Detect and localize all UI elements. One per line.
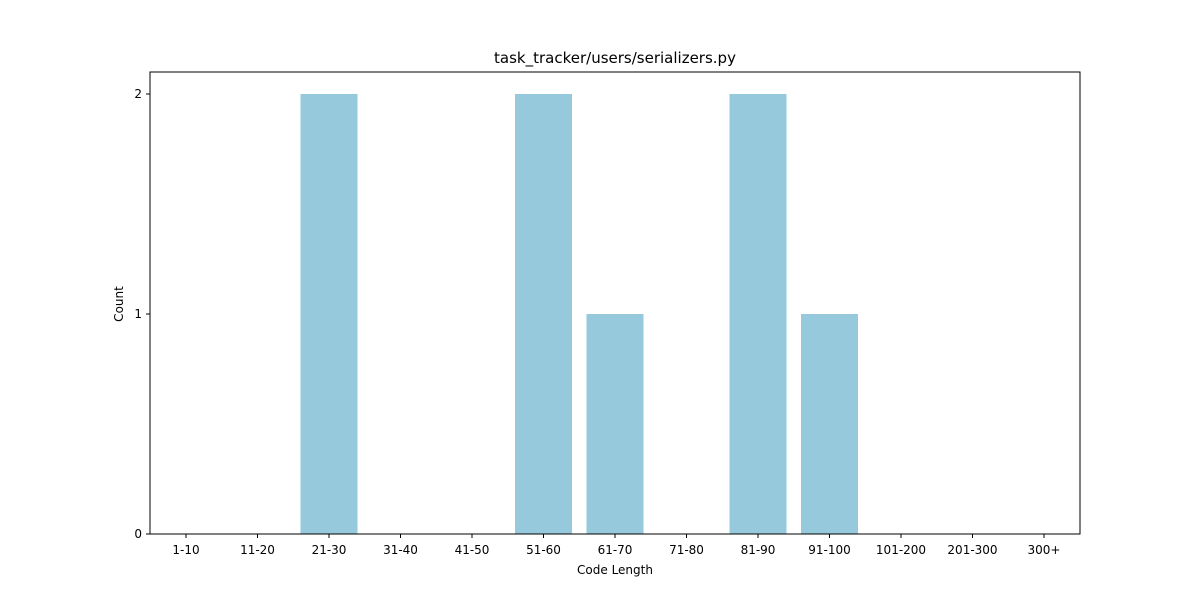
x-tick-label: 31-40 <box>383 543 418 557</box>
x-tick-label: 81-90 <box>741 543 776 557</box>
x-tick-label: 91-100 <box>808 543 851 557</box>
x-tick-label: 101-200 <box>876 543 926 557</box>
x-tick-label: 1-10 <box>172 543 199 557</box>
bar-21-30 <box>300 94 358 534</box>
bars-group <box>300 94 858 534</box>
bar-91-100 <box>801 314 858 534</box>
y-axis-label: Count <box>112 286 126 322</box>
x-tick-label: 11-20 <box>240 543 275 557</box>
y-tick-label: 1 <box>134 307 142 321</box>
x-tick-label: 21-30 <box>312 543 347 557</box>
x-tick-label: 51-60 <box>526 543 561 557</box>
bar-81-90 <box>729 94 787 534</box>
x-tick-label: 201-300 <box>947 543 997 557</box>
chart-title: task_tracker/users/serializers.py <box>494 49 736 68</box>
x-axis-ticks: 1-10 11-20 21-30 31-40 41-50 51-60 61-70 71-80 8… <box>172 534 1060 557</box>
x-tick-label: 61-70 <box>598 543 633 557</box>
y-tick-label: 0 <box>134 527 142 541</box>
y-tick-label: 2 <box>134 87 142 101</box>
y-axis-ticks: 0 1 2 <box>134 87 150 541</box>
bar-51-60 <box>515 94 572 534</box>
x-tick-label: 71-80 <box>669 543 704 557</box>
x-axis-label: Code Length <box>577 563 653 577</box>
x-tick-label: 41-50 <box>455 543 490 557</box>
bar-61-70 <box>586 314 644 534</box>
plot-area-frame <box>149 71 1081 535</box>
x-tick-label: 300+ <box>1028 543 1061 557</box>
